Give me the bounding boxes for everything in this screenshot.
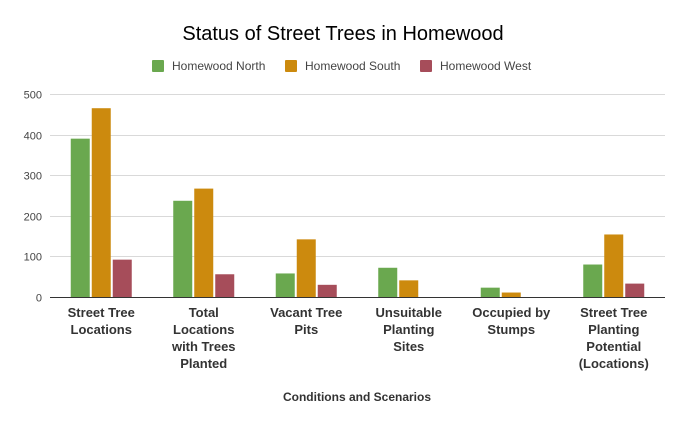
bar-homewood-west [317,284,337,297]
bar-homewood-south [194,188,214,297]
bar-homewood-north [480,287,500,297]
bar-homewood-south [501,292,521,297]
bar-homewood-south [399,280,419,297]
bar-homewood-north [583,264,603,297]
y-axis-ticks: 0 100 200 300 400 500 [24,90,42,305]
x-category-label: Unsuitable Planting Sites [376,305,442,354]
x-category-label: Total Locations with Trees Planted [171,305,236,371]
bars [70,108,645,298]
bar-homewood-south [91,108,111,298]
x-axis-label: Conditions and Scenarios [283,390,431,404]
bar-homewood-west [112,259,132,297]
y-tick-label: 100 [24,252,42,264]
bar-homewood-north [173,200,193,297]
bar-homewood-west [625,283,645,297]
legend-swatch [285,60,297,72]
x-category-label: Vacant Tree Pits [270,305,342,337]
chart-title: Status of Street Trees in Homewood [182,23,503,45]
legend-swatch [152,60,164,72]
bar-homewood-south [296,239,316,297]
y-tick-label: 400 [24,131,42,143]
legend-label: Homewood North [172,59,265,73]
bar-homewood-north [275,273,295,297]
legend: Homewood North Homewood South Homewood Wes… [152,59,532,73]
x-category-label: Occupied by Stumps [472,305,551,337]
bar-homewood-west [215,274,235,297]
y-tick-label: 300 [24,171,42,183]
x-category-label: Street Tree Locations [68,305,135,337]
legend-label: Homewood South [305,59,400,73]
legend-label: Homewood West [440,59,532,73]
gridlines [50,94,665,257]
legend-swatch [420,60,432,72]
y-tick-label: 500 [24,90,42,102]
bar-homewood-north [378,267,398,297]
bar-homewood-south [604,234,624,297]
x-axis-categories: Street Tree Locations Total Locations with T… [68,305,649,371]
x-category-label: Street Tree Planting Potential (Locations) [579,305,649,371]
y-tick-label: 200 [24,212,42,224]
bar-homewood-north [70,138,90,297]
y-tick-label: 0 [36,293,42,305]
